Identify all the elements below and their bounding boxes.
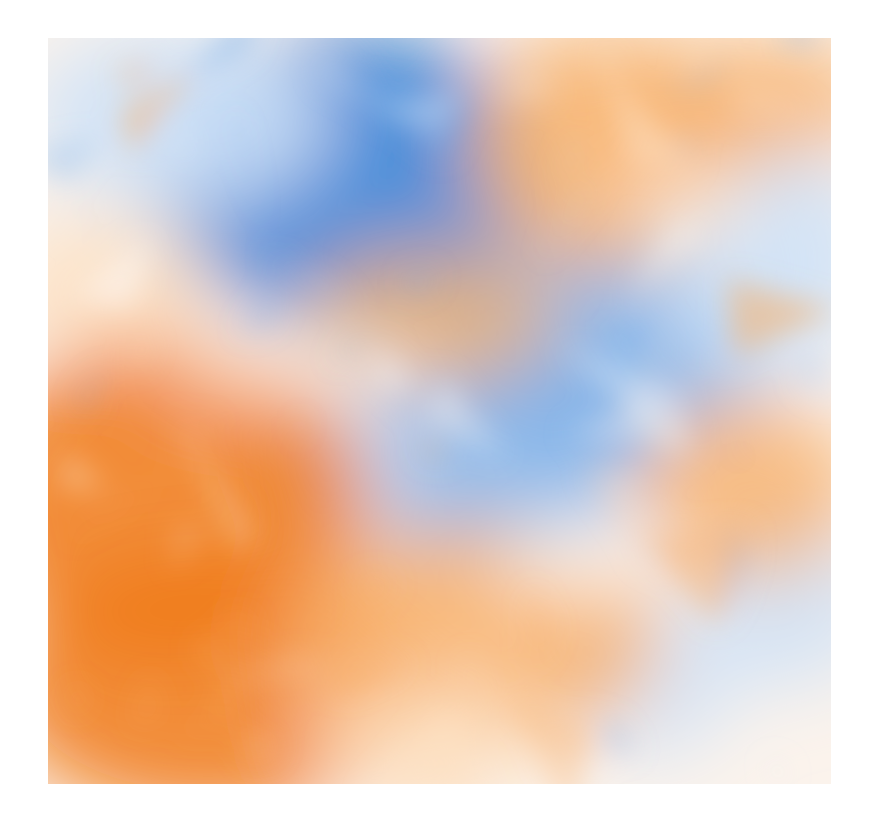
texture-shard [282,689,294,717]
texture-shard [622,480,626,527]
texture-shard [223,723,283,763]
texture-shard [676,136,694,155]
texture-shard [385,336,395,355]
texture-shard [327,336,383,364]
color-field-canvas [48,38,831,784]
texture-shard [557,343,690,463]
texture-shard [432,372,463,410]
color-region [48,38,328,208]
texture-shard [171,521,208,573]
texture-shard [48,210,118,232]
texture-shard [407,273,441,297]
texture-shard [254,251,363,309]
texture-shard [581,468,644,543]
texture-shard [217,616,253,647]
texture-shard [772,38,819,46]
texture-shard [59,450,109,490]
texture-shard [72,685,87,718]
texture-shard [492,769,514,784]
texture-shard [318,54,395,118]
color-field-panel [48,38,831,784]
texture-shard [359,622,376,645]
texture-shard [152,98,174,149]
texture-shard [144,38,158,88]
texture-shard [537,170,606,265]
texture-shard [48,137,100,183]
texture-shard [568,701,594,754]
texture-shard [400,377,411,410]
texture-shard [181,38,251,81]
texture-shard [171,405,259,552]
texture-shard [509,697,592,784]
texture-shard [180,114,191,161]
texture-shard [731,453,749,462]
texture-shard [176,723,224,734]
texture-shard [639,375,690,398]
texture-shard [796,358,823,389]
texture-shard [547,134,580,194]
color-region [628,168,748,248]
texture-shard [638,469,666,495]
texture-shard [59,474,174,546]
texture-shard [616,328,672,349]
texture-shard [219,654,323,680]
texture-shard [130,670,160,727]
texture-shard [605,69,695,168]
texture-shard [589,49,615,75]
texture-shard [129,334,153,376]
texture-shard [76,362,108,412]
texture-shard [71,235,152,309]
texture-shard [805,367,831,400]
texture-shard [409,96,438,108]
texture-shard [362,578,397,602]
texture-shard [418,433,453,462]
texture-shard [374,349,420,392]
texture-shard [199,632,248,679]
texture-shard [624,221,709,306]
texture-shard [318,661,411,693]
texture-shard [766,757,787,784]
texture-shard [701,354,744,360]
texture-shard [237,283,281,335]
color-region [338,358,638,558]
texture-shard [372,87,464,127]
texture-shard [464,654,486,732]
shard-layer [48,38,831,784]
texture-shard [625,124,650,132]
texture-shard [686,38,711,84]
texture-shard [659,59,733,97]
texture-shard [601,716,638,754]
texture-shard [295,415,304,452]
blob-layer [48,38,831,784]
texture-shard [659,511,669,528]
color-region [498,518,638,598]
texture-shard [529,583,555,671]
color-region [168,338,408,398]
texture-shard [639,528,751,627]
texture-shard [639,307,678,387]
texture-shard [426,757,454,784]
texture-shard [157,416,216,474]
texture-shard [728,76,822,118]
texture-shard [113,57,160,87]
texture-shard [433,703,486,771]
texture-shard [726,278,831,358]
